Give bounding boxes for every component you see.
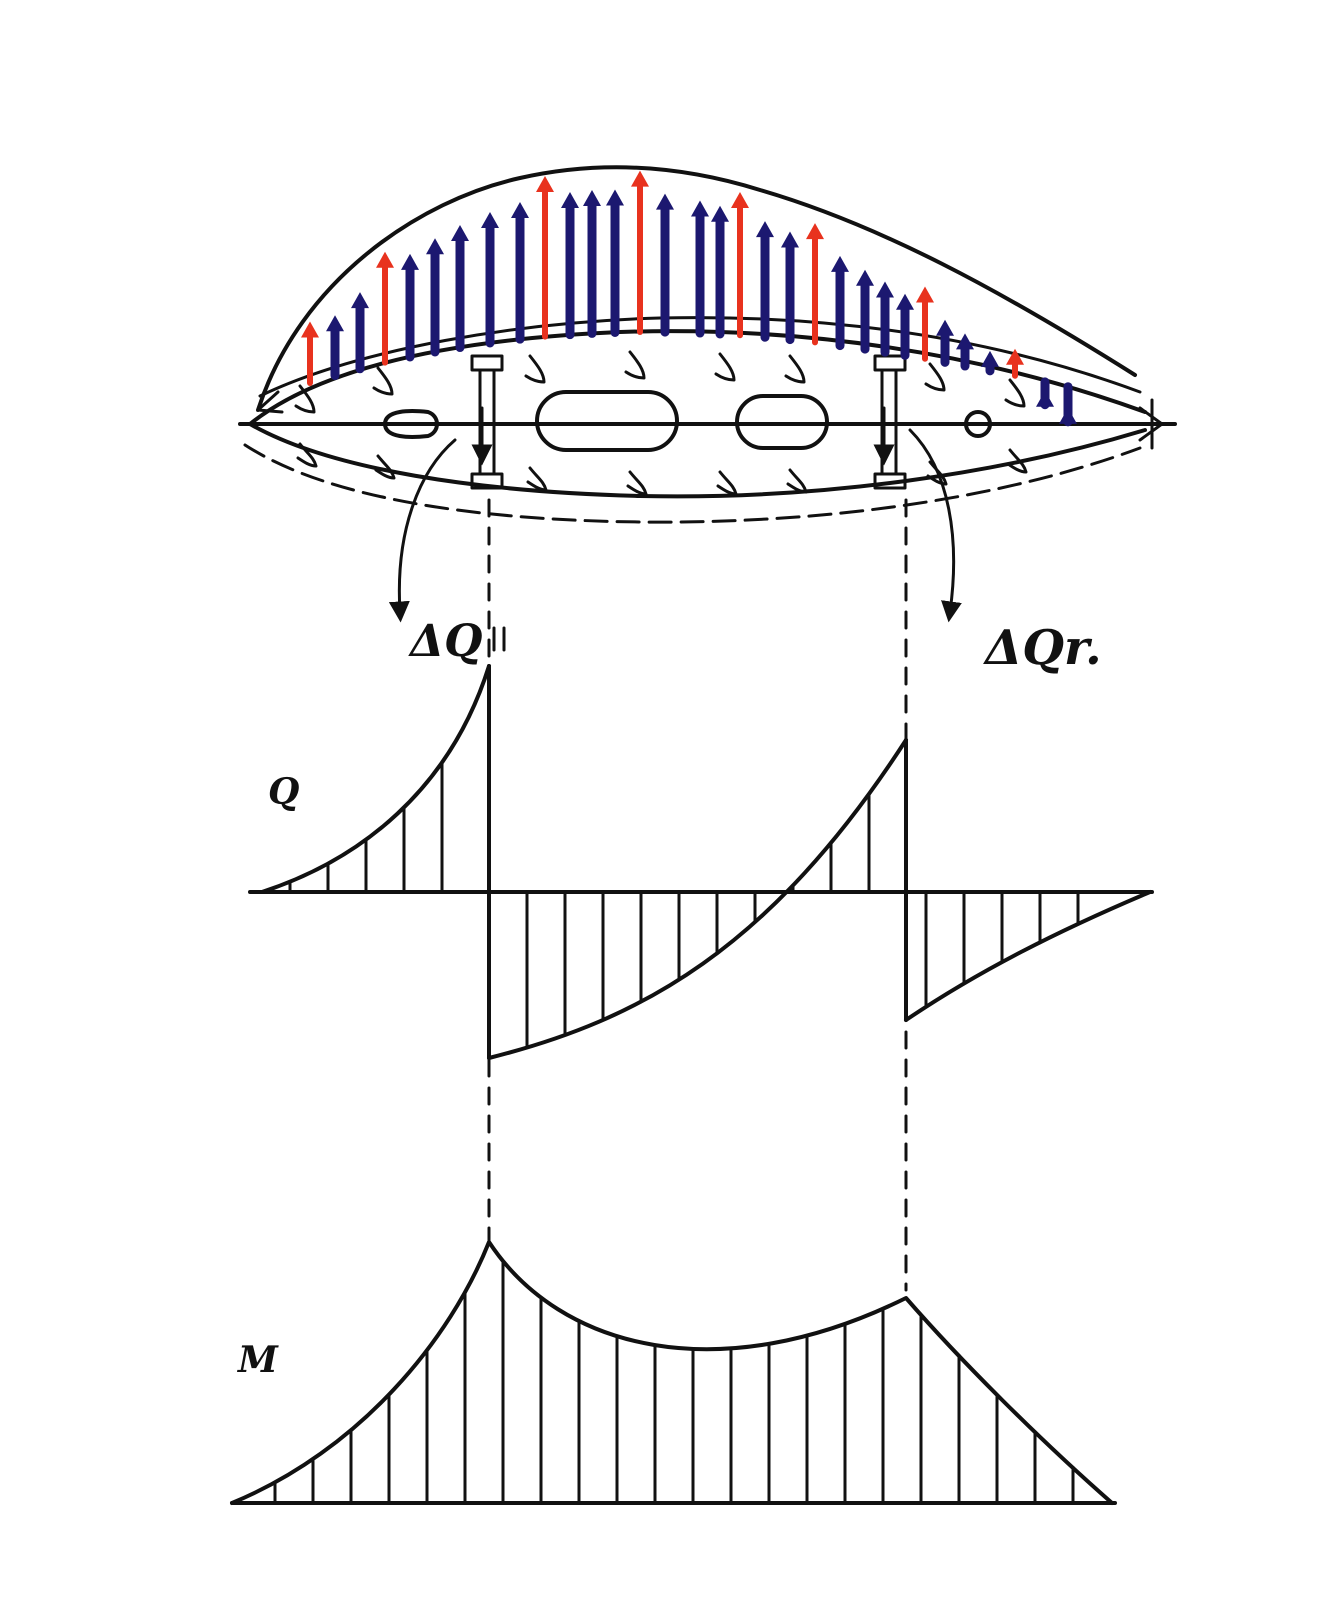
load-arrow	[401, 253, 419, 362]
load-arrow	[583, 189, 601, 338]
load-arrow	[856, 269, 874, 354]
trailing-edge-hole	[964, 410, 992, 438]
moment-hatching	[273, 1260, 1075, 1505]
delta-q-left-curved-arrow	[388, 438, 457, 623]
moment-diagram	[230, 1240, 1117, 1505]
load-arrow	[981, 350, 999, 376]
load-arrow	[606, 189, 624, 337]
stringers	[294, 350, 1028, 496]
load-arrow	[711, 205, 729, 339]
load-arrow	[916, 286, 934, 362]
load-arrow	[1006, 348, 1024, 379]
moment-curve	[230, 1240, 1114, 1505]
load-arrow	[896, 293, 914, 360]
distributed-load-arrows	[301, 170, 1077, 427]
projection-lines	[487, 498, 908, 1292]
load-arrow	[481, 212, 499, 348]
airfoil-lower-contour	[248, 422, 1147, 499]
shear-curve-segment-3	[904, 890, 1152, 1022]
load-arrow	[1036, 377, 1054, 410]
load-arrow	[426, 238, 444, 357]
load-arrow	[756, 221, 774, 342]
load-arrow	[536, 175, 554, 340]
delta-q-right-label: ΔQr.	[983, 620, 1102, 676]
delta-q-right-curved-arrow	[908, 428, 962, 623]
load-arrow	[376, 251, 394, 366]
shear-axis-label: Q	[268, 771, 299, 813]
load-arrow	[301, 321, 319, 387]
load-envelope-curve	[256, 165, 1137, 412]
load-arrow	[806, 223, 824, 346]
load-arrow	[451, 225, 469, 353]
load-arrow	[561, 191, 579, 340]
load-arrow	[936, 319, 954, 367]
shear-diagram	[248, 664, 1154, 1060]
load-arrow	[876, 281, 894, 357]
delta-q-left-label: ΔQ	[408, 616, 482, 667]
load-arrow	[781, 231, 799, 345]
moment-axis-label: M	[236, 1339, 279, 1381]
load-arrow	[831, 255, 849, 351]
rear-spar	[873, 354, 907, 490]
load-arrow	[731, 192, 749, 339]
shear-curve-segment-2	[487, 738, 908, 1060]
trailing-edge-mark	[1138, 398, 1164, 450]
shear-curve-segment-1	[260, 664, 491, 894]
load-arrow	[1059, 382, 1077, 427]
tank-opening-large	[535, 390, 679, 452]
shear-hatching	[288, 760, 1080, 1049]
leading-edge-tip-arrow	[256, 390, 284, 414]
load-arrow	[351, 292, 369, 374]
tank-opening-medium	[735, 394, 829, 450]
airfoil-outer-lower	[243, 443, 1142, 524]
leading-edge-opening	[383, 409, 439, 439]
airfoil-section	[238, 165, 1177, 623]
load-arrow	[511, 202, 529, 344]
load-arrow	[631, 170, 649, 336]
load-arrow	[326, 315, 344, 381]
load-arrow	[656, 193, 674, 337]
load-arrow	[691, 200, 709, 338]
load-arrow	[956, 333, 974, 371]
